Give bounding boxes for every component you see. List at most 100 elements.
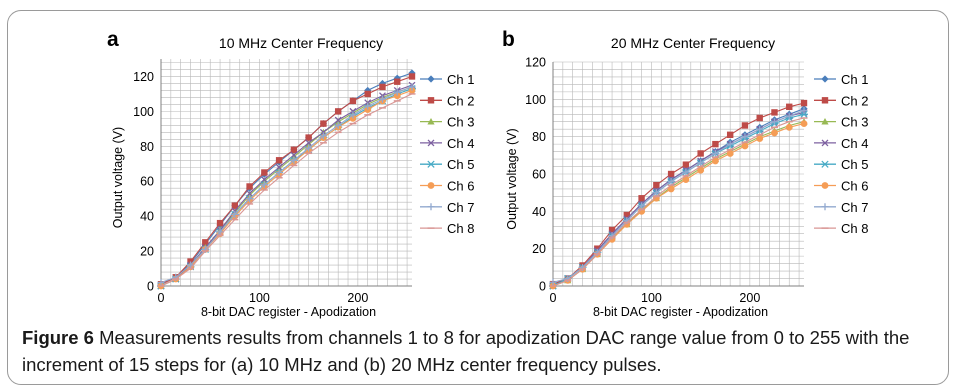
data-point xyxy=(305,134,312,141)
x-axis-label: 8-bit DAC register - Apodization xyxy=(593,305,768,319)
data-point xyxy=(785,123,793,131)
x-axis-label: 8-bit DAC register - Apodization xyxy=(201,305,376,319)
y-tick-label: 60 xyxy=(140,175,154,189)
y-tick-label: 100 xyxy=(525,93,546,107)
data-point xyxy=(260,181,268,189)
legend-label: Ch 1 xyxy=(841,72,868,87)
data-point xyxy=(246,183,253,190)
data-point xyxy=(275,163,283,171)
data-point xyxy=(741,122,749,129)
data-point xyxy=(246,195,254,203)
data-point xyxy=(786,103,793,110)
legend-item: Ch 5 xyxy=(814,157,868,172)
figure-label: Figure 6 xyxy=(22,327,94,348)
data-point xyxy=(408,73,416,80)
y-tick-label: 0 xyxy=(147,280,154,294)
legend-marker xyxy=(821,182,829,189)
data-point xyxy=(364,90,371,98)
legend-marker xyxy=(427,97,435,104)
data-point xyxy=(756,125,764,133)
data-point xyxy=(290,151,298,159)
legend-item: Ch 4 xyxy=(814,136,868,151)
y-tick-label: 40 xyxy=(140,210,154,224)
legend-label: Ch 3 xyxy=(447,115,474,130)
data-point xyxy=(785,112,793,120)
series-line xyxy=(160,93,413,287)
data-point xyxy=(408,83,416,91)
panel-label-b: b xyxy=(502,28,515,51)
data-point xyxy=(667,170,675,178)
x-tick-label: 100 xyxy=(641,291,662,305)
legend-marker xyxy=(427,75,435,83)
data-point xyxy=(334,118,342,125)
y-tick-label: 80 xyxy=(140,140,154,154)
data-point xyxy=(608,226,616,234)
data-point xyxy=(770,118,778,126)
data-point xyxy=(800,120,808,127)
data-point xyxy=(231,210,239,218)
legend-label: Ch 3 xyxy=(841,115,868,130)
legend-label: Ch 2 xyxy=(447,93,474,108)
data-point xyxy=(275,169,283,176)
legend-marker xyxy=(427,118,435,125)
data-point xyxy=(246,189,254,197)
data-point xyxy=(741,133,749,141)
data-point xyxy=(741,142,749,150)
data-point xyxy=(682,161,690,168)
data-point xyxy=(216,228,224,236)
data-point xyxy=(379,83,386,91)
data-point xyxy=(712,140,719,148)
data-point xyxy=(756,135,764,142)
data-point xyxy=(349,111,357,119)
legend-item: Ch 5 xyxy=(420,157,474,172)
legend-item: Ch 7 xyxy=(420,200,474,215)
series-ch-8 xyxy=(549,117,808,287)
legend-item: Ch 6 xyxy=(814,179,868,194)
legend-label: Ch 8 xyxy=(447,221,474,236)
data-point xyxy=(800,99,808,107)
chart-panel-b: b 20 MHz Center Frequency 0 20 40 60 80 100 12… xyxy=(502,28,868,319)
y-tick-label: 20 xyxy=(140,245,154,259)
data-point xyxy=(726,131,734,138)
data-point xyxy=(290,146,298,153)
data-point xyxy=(594,245,601,252)
x-tick-label: 200 xyxy=(739,291,760,305)
legend-label: Ch 2 xyxy=(841,93,868,108)
data-point xyxy=(231,202,239,209)
legend-label: Ch 7 xyxy=(447,200,474,215)
legend-item: Ch 7 xyxy=(814,200,868,215)
legend-marker xyxy=(821,203,829,211)
figure-caption-text: Measurements results from channels 1 to … xyxy=(22,327,910,375)
series-line xyxy=(160,86,413,284)
data-point xyxy=(394,78,401,85)
y-axis-label: Output voltage (V) xyxy=(505,128,519,229)
y-tick-label: 60 xyxy=(532,168,546,182)
data-point xyxy=(638,195,645,202)
series-ch-8 xyxy=(157,93,416,287)
legend-item: Ch 4 xyxy=(420,136,474,151)
legend-item: Ch 8 xyxy=(814,221,868,236)
legend-label: Ch 5 xyxy=(841,157,868,172)
y-tick-label: 40 xyxy=(532,205,546,219)
legend-item: Ch 8 xyxy=(420,221,474,236)
y-tick-label: 120 xyxy=(133,70,154,84)
data-point xyxy=(261,169,268,176)
data-point xyxy=(319,132,327,140)
legend-label: Ch 8 xyxy=(841,221,868,236)
data-point xyxy=(756,114,763,122)
data-point xyxy=(771,109,778,116)
series-line xyxy=(552,117,805,287)
x-tick-label: 100 xyxy=(249,291,270,305)
data-point xyxy=(726,150,734,157)
legend-marker xyxy=(821,75,829,83)
y-tick-label: 100 xyxy=(133,105,154,119)
data-point xyxy=(157,279,165,287)
legend-item: Ch 1 xyxy=(420,72,474,87)
legend-label: Ch 7 xyxy=(841,200,868,215)
data-point xyxy=(711,149,719,157)
data-point xyxy=(275,157,283,164)
data-point xyxy=(320,120,327,127)
legend-marker xyxy=(427,160,435,168)
data-point xyxy=(682,168,690,176)
